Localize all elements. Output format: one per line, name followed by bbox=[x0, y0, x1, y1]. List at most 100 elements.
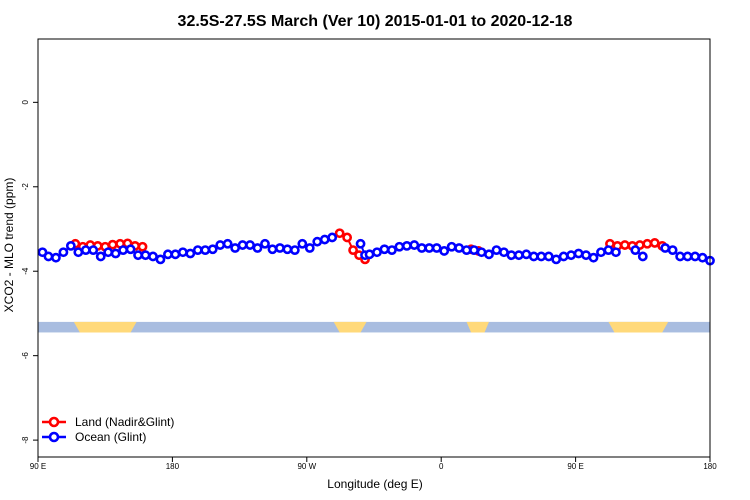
y-axis: 0 -2 -4 -6 -8 bbox=[21, 100, 38, 444]
ocean-point bbox=[409, 240, 420, 250]
land-point bbox=[137, 241, 148, 252]
ocean-point bbox=[185, 248, 196, 259]
ocean-point bbox=[461, 245, 472, 256]
y-tick-label: -8 bbox=[21, 436, 30, 444]
ocean-point bbox=[637, 251, 648, 262]
ocean-point bbox=[581, 250, 591, 261]
ocean-point bbox=[222, 238, 233, 249]
x-tick-label: 180 bbox=[703, 462, 717, 471]
land-point bbox=[649, 238, 660, 248]
ocean-point bbox=[289, 245, 300, 256]
ocean-point bbox=[379, 244, 390, 255]
legend-land-label: Land (Nadir&Glint) bbox=[75, 415, 174, 429]
ocean-point bbox=[667, 245, 678, 256]
ocean-point bbox=[551, 254, 562, 265]
ocean-point bbox=[630, 245, 641, 256]
ocean-point bbox=[80, 245, 91, 256]
plot-frame bbox=[37, 38, 711, 458]
ocean-point bbox=[469, 245, 479, 256]
x-tick-label: 180 bbox=[166, 462, 180, 471]
x-axis: 90 E 180 90 W 0 90 E 180 bbox=[30, 457, 717, 471]
ocean-point bbox=[230, 243, 241, 253]
ocean-point bbox=[140, 250, 151, 261]
ocean-point bbox=[327, 232, 338, 243]
ocean-point bbox=[312, 236, 323, 247]
x-tick-label: 90 E bbox=[30, 462, 46, 471]
ocean-point bbox=[297, 238, 308, 249]
ocean-point bbox=[566, 250, 577, 261]
ocean-point bbox=[675, 251, 686, 262]
legend-ocean-label: Ocean (Glint) bbox=[75, 430, 146, 444]
ocean-point bbox=[148, 251, 158, 262]
ocean-point bbox=[596, 247, 606, 258]
ocean-point bbox=[690, 251, 700, 262]
ocean-point bbox=[95, 251, 106, 262]
ocean-point bbox=[499, 247, 509, 258]
y-tick-label: -4 bbox=[21, 267, 30, 275]
land-point bbox=[342, 232, 353, 243]
ocean-point bbox=[491, 245, 502, 256]
y-axis-label: XCO2 - MLO trend (ppm) bbox=[2, 178, 16, 313]
y-tick-label: -6 bbox=[21, 352, 30, 360]
ocean-point bbox=[558, 251, 569, 262]
chart-title: 32.5S-27.5S March (Ver 10) 2015-01-01 to… bbox=[178, 13, 573, 30]
ocean-point bbox=[319, 234, 330, 245]
land-point bbox=[348, 245, 358, 256]
ocean-point bbox=[252, 243, 263, 253]
legend: Land (Nadir&Glint)Ocean (Glint) bbox=[42, 415, 174, 444]
ocean-point bbox=[177, 247, 188, 258]
ocean-point bbox=[163, 249, 173, 260]
ocean-point bbox=[275, 243, 285, 253]
ocean-point bbox=[73, 247, 84, 258]
ocean-point bbox=[513, 250, 524, 261]
x-tick-label: 0 bbox=[439, 462, 444, 471]
ocean-point bbox=[454, 243, 465, 253]
ocean-point bbox=[416, 243, 427, 253]
ocean-point bbox=[51, 252, 61, 263]
series-layer bbox=[37, 228, 715, 266]
ocean-point bbox=[118, 245, 129, 256]
ocean-point bbox=[528, 251, 539, 262]
ocean-point bbox=[267, 244, 278, 255]
ocean-point bbox=[476, 247, 487, 258]
ocean-point bbox=[58, 247, 69, 258]
ocean-point bbox=[387, 245, 397, 256]
ocean-point bbox=[200, 245, 211, 256]
ocean-point bbox=[588, 252, 599, 263]
ocean-point bbox=[304, 243, 315, 253]
land-band bbox=[466, 321, 489, 333]
ocean-point bbox=[192, 245, 203, 256]
ocean-point bbox=[611, 247, 621, 258]
land-point bbox=[619, 240, 630, 250]
land-point bbox=[642, 238, 653, 249]
ocean-point bbox=[155, 254, 166, 265]
ocean-point bbox=[364, 249, 375, 260]
ocean-point bbox=[88, 245, 99, 256]
x-tick-label: 90 W bbox=[297, 462, 316, 471]
ocean-point bbox=[260, 238, 270, 249]
ocean-point bbox=[215, 240, 226, 250]
ocean-point bbox=[660, 243, 671, 253]
ocean-band bbox=[38, 321, 710, 333]
legend-land-marker bbox=[48, 416, 60, 428]
ocean-point bbox=[682, 251, 693, 262]
land-point bbox=[334, 228, 345, 239]
ocean-point bbox=[355, 238, 366, 249]
surface-band bbox=[38, 321, 710, 333]
ocean-point bbox=[125, 244, 136, 255]
y-tick-label: -2 bbox=[21, 183, 30, 191]
ocean-point bbox=[484, 249, 494, 260]
land-band bbox=[73, 321, 137, 333]
ocean-point bbox=[439, 246, 450, 256]
ocean-point bbox=[207, 244, 218, 255]
ocean-point bbox=[245, 240, 255, 250]
ocean-point bbox=[372, 247, 382, 258]
ocean-point bbox=[424, 243, 435, 253]
ocean-point bbox=[603, 245, 614, 256]
land-band bbox=[333, 321, 367, 333]
ocean-point bbox=[697, 252, 708, 263]
ocean-point bbox=[394, 241, 405, 252]
ocean-point bbox=[65, 240, 76, 251]
ocean-point bbox=[282, 244, 293, 255]
